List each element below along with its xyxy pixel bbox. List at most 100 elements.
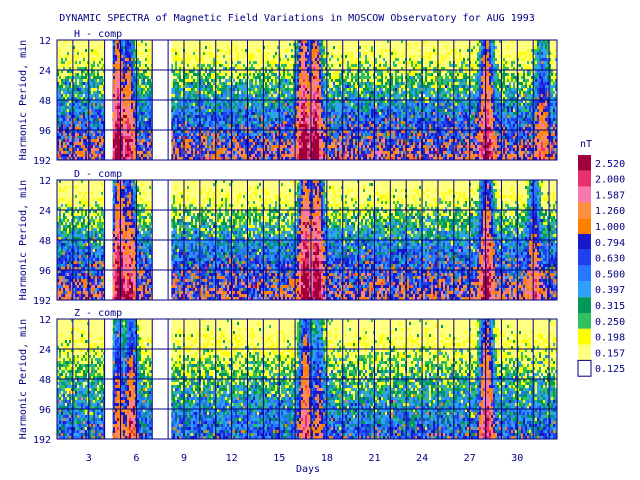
spectral-cell [61,73,63,76]
spectral-cell [289,49,291,52]
spectral-cell [83,127,85,130]
spectral-cell [207,76,209,79]
spectral-cell [93,148,95,151]
spectral-cell [129,106,131,109]
spectral-cell [149,70,151,73]
spectral-cell [145,76,147,79]
spectral-cell [177,148,179,151]
spectral-cell [71,88,73,91]
spectral-cell [133,52,135,55]
spectral-cell [89,91,91,94]
spectral-cell [73,88,75,91]
spectral-cell [85,130,87,133]
spectral-cell [239,142,241,145]
spectral-cell [279,103,281,106]
spectral-cell [279,133,281,136]
spectral-cell [233,157,235,160]
spectral-cell [173,136,175,139]
spectral-cell [209,103,211,106]
spectral-cell [113,49,115,52]
spectral-cell [195,91,197,94]
spectral-cell [117,67,119,70]
spectral-cell [145,112,147,115]
spectral-cell [127,136,129,139]
spectral-cell [227,106,229,109]
spectral-cell [295,40,297,43]
spectral-cell [297,55,299,58]
spectral-cell [191,106,193,109]
spectral-cell [131,82,133,85]
spectral-cell [287,136,289,139]
spectral-cell [295,151,297,154]
spectral-cell [97,76,99,79]
spectral-cell [203,79,205,82]
spectral-cell [233,103,235,106]
spectral-cell [263,64,265,67]
spectral-cell [115,97,117,100]
spectral-cell [179,52,181,55]
spectral-cell [279,109,281,112]
spectral-cell [263,124,265,127]
spectral-cell [99,91,101,94]
spectral-cell [113,85,115,88]
spectral-cell [301,151,303,154]
spectral-cell [201,121,203,124]
spectral-cell [289,142,291,145]
spectral-cell [225,142,227,145]
spectral-cell [79,148,81,151]
spectral-cell [103,133,105,136]
spectral-cell [139,91,141,94]
spectral-cell [275,142,277,145]
spectral-cell [185,136,187,139]
spectral-cell [313,151,315,154]
spectral-cell [91,151,93,154]
spectral-cell [247,130,249,133]
spectral-cell [279,67,281,70]
spectral-cell [91,40,93,43]
spectral-cell [83,94,85,97]
spectral-cell [133,94,135,97]
spectral-cell [93,115,95,118]
spectral-cell [57,118,59,121]
spectral-cell [63,103,65,106]
spectral-cell [193,151,195,154]
spectral-cell [113,157,115,160]
spectral-cell [113,88,115,91]
spectral-cell [93,133,95,136]
spectral-cell [263,76,265,79]
spectral-cell [145,52,147,55]
spectral-cell [267,100,269,103]
spectral-cell [181,100,183,103]
spectral-cell [123,118,125,121]
spectral-cell [247,88,249,91]
spectral-cell [247,97,249,100]
spectral-cell [271,79,273,82]
spectral-cell [175,67,177,70]
spectral-cell [103,154,105,157]
spectral-cell [213,46,215,49]
spectral-cell [209,64,211,67]
spectral-cell [69,145,71,148]
spectral-cell [295,67,297,70]
spectral-cell [293,115,295,118]
spectral-cell [57,133,59,136]
spectral-cell [235,64,237,67]
spectral-cell [189,148,191,151]
spectral-cell [141,52,143,55]
spectral-cell [255,133,257,136]
spectral-cell [211,154,213,157]
spectral-cell [211,157,213,160]
spectral-cell [221,52,223,55]
spectral-cell [93,64,95,67]
spectral-cell [321,79,323,82]
spectral-cell [285,115,287,118]
spectral-cell [281,133,283,136]
spectral-cell [93,61,95,64]
spectral-cell [117,145,119,148]
spectral-cell [259,127,261,130]
spectral-cell [315,85,317,88]
spectral-cell [303,112,305,115]
spectral-cell [77,94,79,97]
spectral-cell [251,52,253,55]
spectral-cell [139,127,141,130]
